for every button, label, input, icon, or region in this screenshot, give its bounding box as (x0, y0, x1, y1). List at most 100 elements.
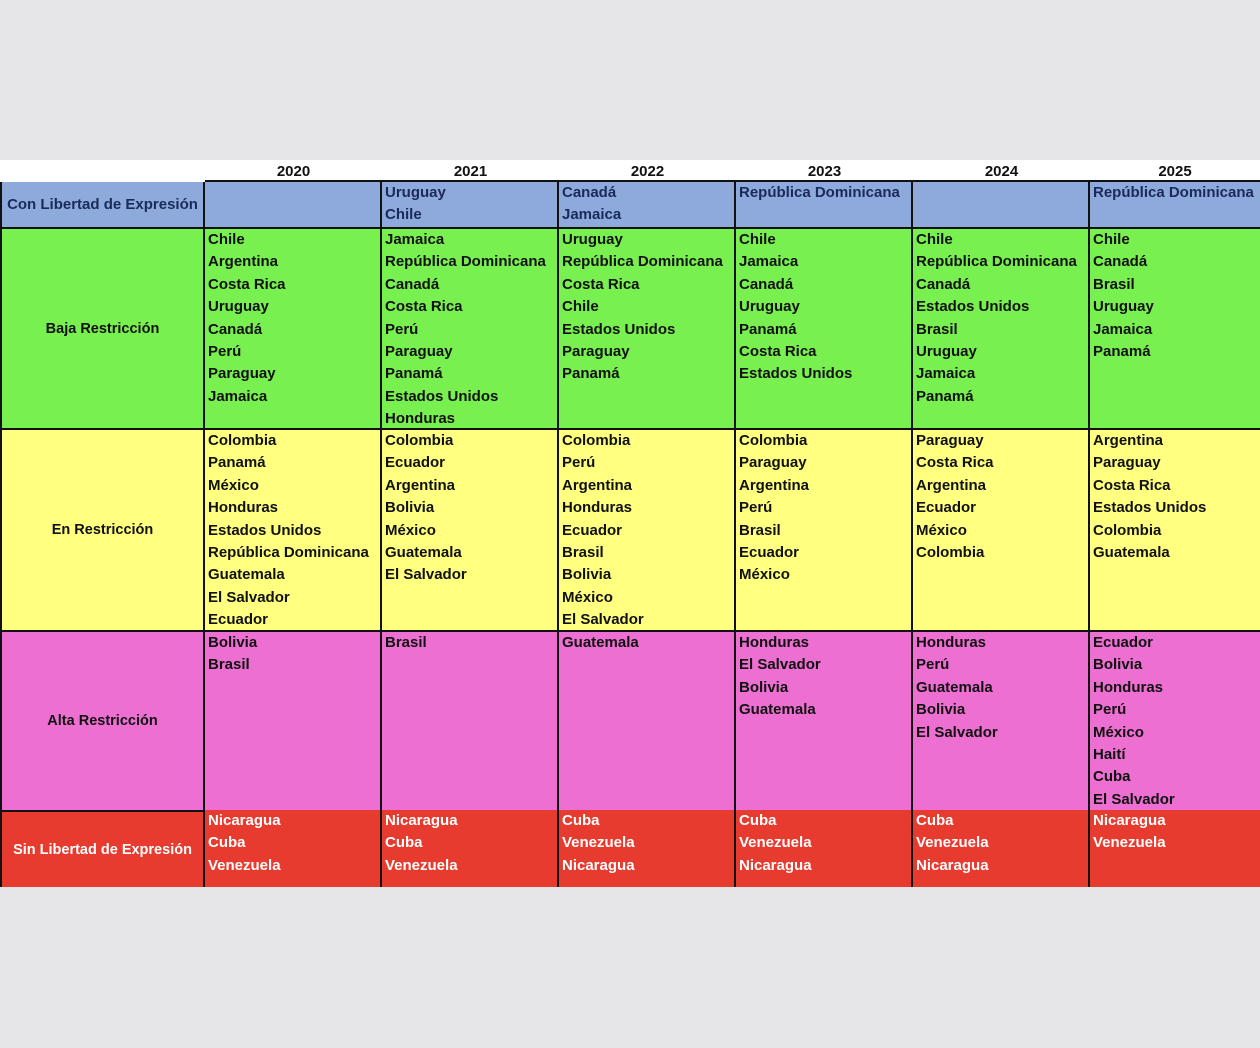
country: México (562, 588, 613, 606)
country: Jamaica (916, 365, 976, 383)
country: Uruguay (562, 231, 623, 248)
cell: Chile Jamaica Canadá Uruguay Panamá Costa Ric… (736, 227, 913, 428)
country: República Dominicana (208, 543, 369, 561)
country: Brasil (562, 543, 604, 561)
cell: Nicaragua Cuba Venezuela (205, 810, 382, 887)
country: Guatemala (208, 566, 285, 584)
country: Perú (208, 342, 242, 360)
row-label: Alta Restricción (0, 630, 205, 810)
cell: Paraguay Costa Rica Argentina Ecuador México… (913, 428, 1090, 630)
country: Canadá (208, 320, 263, 338)
country: República Dominicana (1093, 184, 1254, 201)
country: Jamaica (385, 231, 445, 248)
country: Argentina (562, 476, 633, 494)
country: Canadá (1093, 253, 1148, 271)
row-label: Baja Restricción (0, 227, 205, 428)
country: Bolivia (1093, 656, 1143, 674)
cell: Nicaragua Venezuela (1090, 810, 1260, 887)
country: Uruguay (208, 298, 269, 316)
country: Colombia (916, 543, 985, 561)
cell: Guatemala (559, 630, 736, 810)
country: Estados Unidos (916, 298, 1030, 316)
country: México (739, 566, 790, 584)
cell: Honduras El Salvador Bolivia Guatemala (736, 630, 913, 810)
country: Nicaragua (562, 856, 635, 874)
country: Honduras (385, 410, 456, 428)
country: Canadá (562, 184, 617, 201)
cell: Brasil (382, 630, 559, 810)
cell: Jamaica República Dominicana Canadá Costa R… (382, 227, 559, 428)
country: Perú (562, 454, 596, 472)
country: Estados Unidos (739, 365, 853, 383)
country: México (916, 521, 967, 539)
country: Chile (916, 231, 953, 248)
cell: Uruguay Chile (382, 182, 559, 227)
cell: Chile Canadá Brasil Uruguay Jamaica Panamá (1090, 227, 1260, 428)
country: Cuba (916, 812, 954, 829)
country: Perú (385, 320, 419, 338)
country: El Salvador (385, 566, 467, 584)
year-header: 2025 (1090, 160, 1260, 182)
country: Costa Rica (916, 454, 994, 472)
country: Cuba (385, 834, 423, 852)
country: El Salvador (916, 723, 998, 741)
year-header: 2024 (913, 160, 1090, 182)
cell: Ecuador Bolivia Honduras Perú México Haití Cub… (1090, 630, 1260, 810)
cell: Uruguay República Dominicana Costa Rica Chi… (559, 227, 736, 428)
country: Uruguay (916, 342, 977, 360)
country: Bolivia (916, 701, 966, 719)
country: Costa Rica (562, 275, 640, 293)
country: Paraguay (562, 342, 630, 360)
country: Venezuela (385, 856, 458, 874)
country: Guatemala (739, 701, 816, 719)
country: Estados Unidos (562, 320, 676, 338)
cell: Cuba Venezuela Nicaragua (913, 810, 1090, 887)
country: Brasil (1093, 275, 1135, 293)
cell: República Dominicana (1090, 182, 1260, 227)
cell: Cuba Venezuela Nicaragua (736, 810, 913, 887)
country: Argentina (385, 476, 456, 494)
row-label: En Restricción (0, 428, 205, 630)
cell: Chile Argentina Costa Rica Uruguay Canadá Per… (205, 227, 382, 428)
country: Bolivia (208, 634, 258, 651)
country: Ecuador (916, 499, 977, 517)
cell: Colombia Paraguay Argentina Perú Brasil Ecuad… (736, 428, 913, 630)
country: Jamaica (739, 253, 799, 271)
country: Guatemala (562, 634, 639, 651)
country: Ecuador (562, 521, 623, 539)
cell: Colombia Panamá México Honduras Estados Unid… (205, 428, 382, 630)
country: República Dominicana (562, 253, 723, 271)
country: Colombia (562, 432, 631, 449)
year-header: 2021 (382, 160, 559, 182)
country: Ecuador (208, 611, 269, 629)
country: Paraguay (1093, 454, 1161, 472)
country: Colombia (385, 432, 454, 449)
country: Chile (1093, 231, 1130, 248)
country: Nicaragua (739, 856, 812, 874)
country: República Dominicana (385, 253, 546, 271)
country: Guatemala (385, 543, 462, 561)
country: Jamaica (208, 387, 268, 405)
country: Cuba (208, 834, 246, 852)
country: Perú (739, 499, 773, 517)
country: Nicaragua (916, 856, 989, 874)
country: México (1093, 723, 1144, 741)
country: Haití (1093, 745, 1126, 763)
country: Nicaragua (1093, 812, 1166, 829)
country: Honduras (1093, 678, 1164, 696)
country: Honduras (562, 499, 633, 517)
country: Panamá (208, 454, 266, 472)
country: Cuba (562, 812, 600, 829)
country: Venezuela (562, 834, 635, 852)
country: Venezuela (739, 834, 812, 852)
country: Brasil (739, 521, 781, 539)
country: Estados Unidos (208, 521, 322, 539)
country: Paraguay (739, 454, 807, 472)
row-label: Con Libertad de Expresión (0, 182, 205, 227)
cell: Honduras Perú Guatemala Bolivia El Salvador (913, 630, 1090, 810)
year-header: 2020 (205, 160, 382, 182)
country: Argentina (208, 253, 279, 271)
country: Panamá (385, 365, 443, 383)
country: El Salvador (1093, 790, 1175, 808)
